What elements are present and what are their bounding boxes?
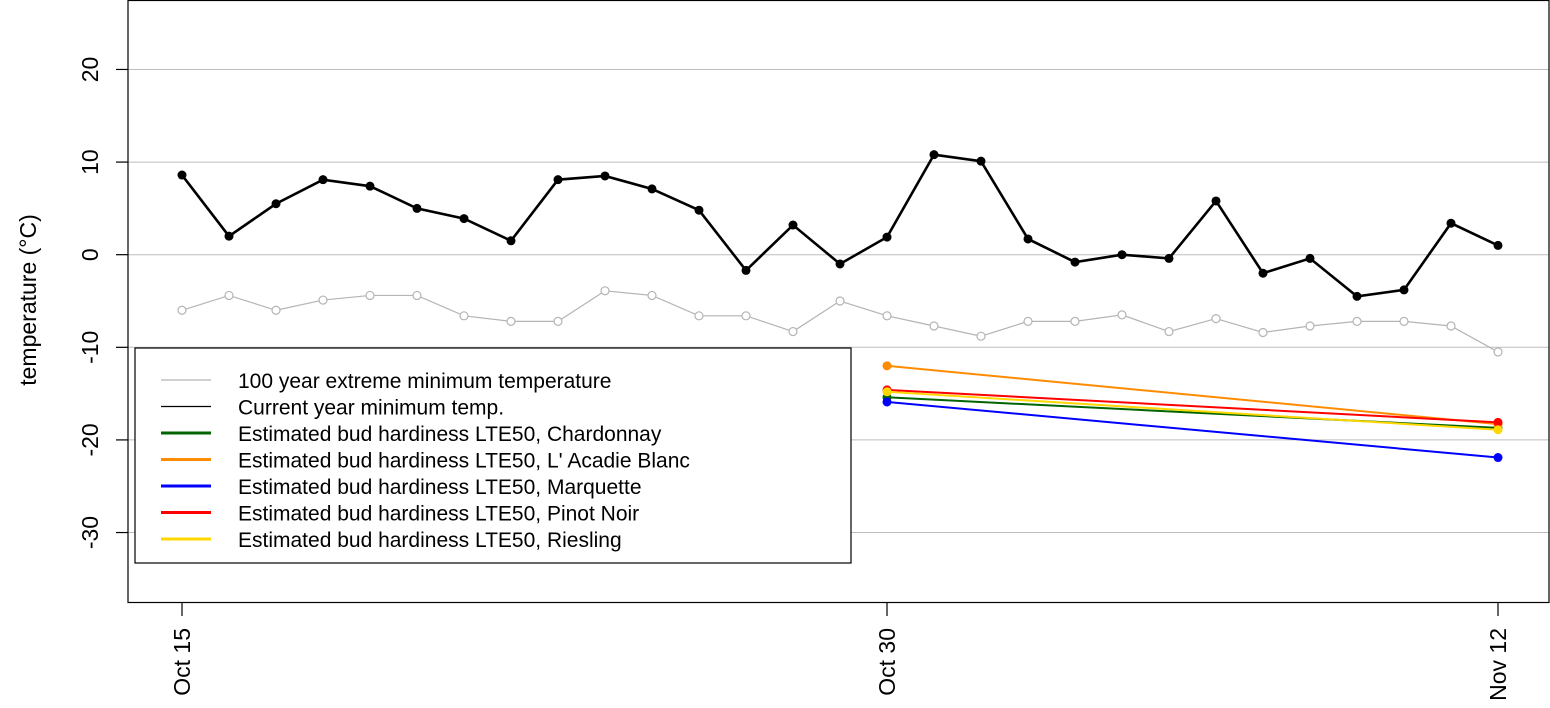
data-point <box>882 387 892 397</box>
data-point <box>1399 285 1409 295</box>
data-point <box>835 296 845 306</box>
legend-box <box>134 347 852 564</box>
data-point <box>412 203 422 213</box>
data-point <box>1258 268 1268 278</box>
y-tick-label: 10 <box>77 149 103 175</box>
data-point <box>882 361 892 371</box>
data-point <box>1446 218 1456 228</box>
y-tick-label: 20 <box>77 57 103 83</box>
data-point <box>177 305 187 315</box>
legend-label: Estimated bud hardiness LTE50, Marquette <box>238 476 642 499</box>
data-point <box>459 311 469 321</box>
series <box>177 286 1503 357</box>
data-point <box>788 326 798 337</box>
data-point <box>835 259 845 269</box>
data-point <box>1399 316 1409 326</box>
y-tick-label: 0 <box>77 248 103 261</box>
y-tick-label: -10 <box>77 331 103 364</box>
data-point <box>929 150 939 160</box>
data-point <box>1305 321 1315 331</box>
series-line <box>886 364 1499 426</box>
x-tick-label: Nov 12 <box>1485 628 1511 701</box>
data-point <box>318 295 328 305</box>
data-point <box>600 171 610 181</box>
data-point <box>1023 316 1033 326</box>
data-point <box>741 311 751 321</box>
data-point <box>694 205 704 215</box>
series <box>882 392 1503 433</box>
data-point <box>553 316 563 326</box>
data-point <box>271 305 281 315</box>
plot-frame <box>127 0 1550 604</box>
data-point <box>882 232 892 242</box>
data-point <box>271 199 281 209</box>
x-tick-label: Oct 30 <box>874 628 900 696</box>
data-point <box>882 397 892 407</box>
y-axis: 20 10 0 -10 -20 -30 <box>77 57 128 549</box>
data-point <box>365 181 375 191</box>
data-point <box>1258 327 1268 338</box>
data-point <box>1305 253 1315 263</box>
data-point <box>1493 417 1503 427</box>
data-point <box>459 214 469 224</box>
data-point <box>1070 257 1080 267</box>
legend-label: Current year minimum temp. <box>238 397 504 420</box>
data-point <box>1352 316 1362 326</box>
data-point <box>1352 291 1362 301</box>
x-tick-label: Oct 15 <box>169 628 195 696</box>
data-point <box>1493 425 1503 435</box>
data-point <box>741 265 751 275</box>
data-point <box>177 170 187 180</box>
series-line <box>886 390 1499 431</box>
data-point <box>647 290 657 301</box>
x-axis: Oct 15 Oct 30 Nov 12 <box>169 602 1511 701</box>
data-point <box>1117 310 1127 320</box>
data-point <box>318 175 328 185</box>
data-point <box>1070 316 1080 326</box>
data-point <box>1117 250 1127 260</box>
data-point <box>224 231 234 241</box>
series-layer <box>177 150 1503 463</box>
data-point <box>553 175 563 185</box>
data-point <box>506 316 516 326</box>
legend-label: Estimated bud hardiness LTE50, Pinot Noi… <box>238 503 639 526</box>
data-point <box>1493 347 1503 357</box>
series-line <box>180 153 1499 298</box>
data-point <box>600 286 610 296</box>
series <box>882 397 1503 463</box>
data-point <box>1164 253 1174 263</box>
series-line <box>886 400 1499 459</box>
data-point <box>976 331 986 341</box>
data-point <box>1446 321 1456 331</box>
y-tick-label: -30 <box>77 516 103 549</box>
data-point <box>1211 313 1221 324</box>
data-point <box>694 311 704 321</box>
data-point <box>506 236 516 246</box>
legend-label: Estimated bud hardiness LTE50, L' Acadie… <box>238 450 690 473</box>
data-point <box>882 311 892 321</box>
data-point <box>788 220 798 230</box>
legend: 100 year extreme minimum temperature Curr… <box>134 347 852 564</box>
y-tick-label: -20 <box>77 423 103 456</box>
series <box>882 387 1503 435</box>
data-point <box>412 290 422 301</box>
data-point <box>929 321 939 331</box>
data-point <box>1493 240 1503 250</box>
data-point <box>224 290 234 301</box>
data-point <box>365 290 375 301</box>
series <box>177 150 1503 301</box>
legend-label: Estimated bud hardiness LTE50, Riesling <box>238 529 622 552</box>
data-point <box>647 184 657 194</box>
legend-label: 100 year extreme minimum temperature <box>238 370 611 393</box>
legend-label: Estimated bud hardiness LTE50, Chardonna… <box>238 423 662 446</box>
y-axis-label: temperature (°C) <box>15 214 41 386</box>
data-point <box>976 156 986 166</box>
series <box>882 385 1503 427</box>
data-point <box>1164 326 1174 337</box>
data-point <box>1023 234 1033 244</box>
data-point <box>1493 453 1503 463</box>
series-line <box>886 388 1499 424</box>
data-point <box>1211 196 1221 206</box>
